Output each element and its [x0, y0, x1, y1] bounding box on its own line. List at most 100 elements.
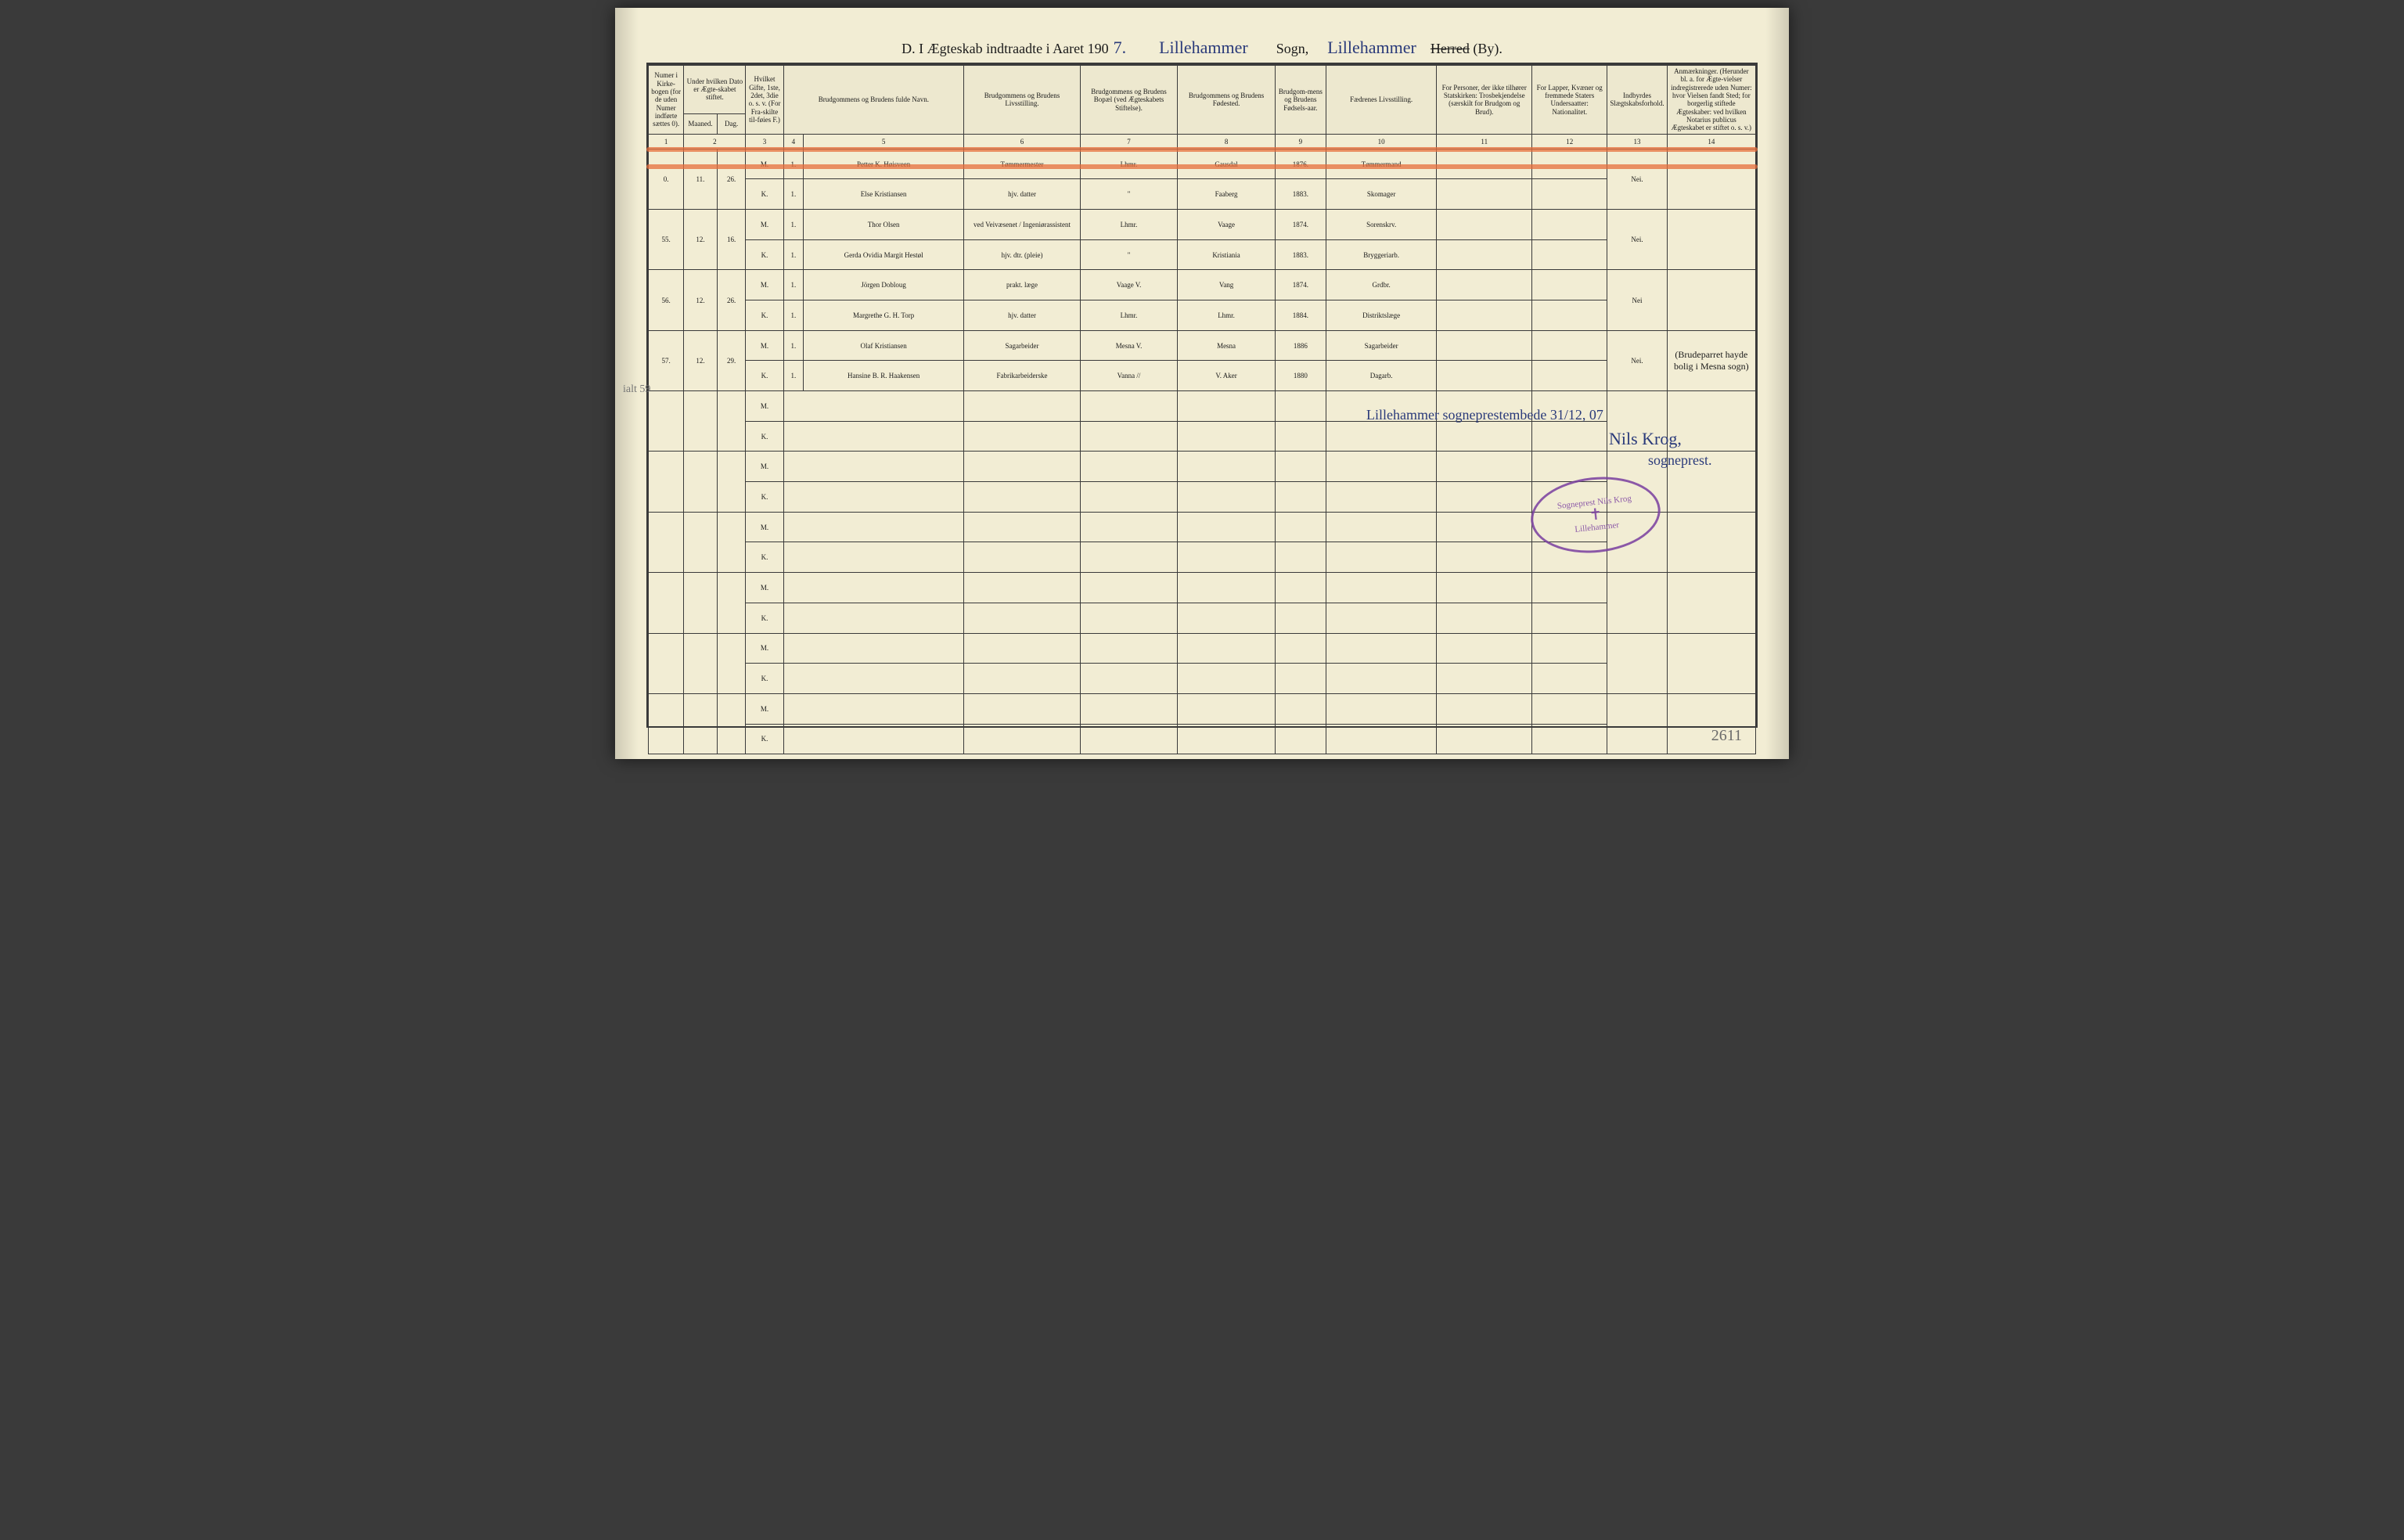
empty-row: K.: [649, 724, 1756, 754]
cell: [1667, 633, 1755, 693]
cell: hjv. datter: [964, 300, 1081, 331]
colnum: 5: [804, 134, 964, 149]
cell: [1326, 452, 1437, 482]
cell: [1080, 664, 1178, 694]
cell: Lhmr.: [1080, 210, 1178, 240]
col-2-group-header: Under hvilken Dato er Ægte-skabet stifte…: [684, 66, 746, 114]
cell: Vaage V.: [1080, 270, 1178, 300]
cell: [1667, 391, 1755, 452]
empty-row: M.: [649, 693, 1756, 724]
cell: Olaf Kristiansen: [804, 330, 964, 361]
mk-label: M.: [746, 330, 783, 361]
cell: 1880: [1275, 361, 1326, 391]
cell: [1532, 512, 1607, 542]
cell: [1178, 512, 1276, 542]
cell: [1532, 391, 1607, 422]
cell: [783, 724, 964, 754]
page-title: D. I Ægteskab indtraadte i Aaret 1907. L…: [615, 38, 1789, 58]
cell: [1080, 391, 1178, 422]
empty-row: M.: [649, 633, 1756, 664]
cell: [1178, 452, 1276, 482]
colnum: 10: [1326, 134, 1437, 149]
mk-label: M.: [746, 633, 783, 664]
paper-shadow-right: [1765, 8, 1789, 759]
cell: [649, 693, 684, 754]
entry-row-groom: 57. 12. 29. M. 1. Olaf Kristiansen Sagar…: [649, 330, 1756, 361]
cell: [1532, 149, 1607, 179]
cell: [1178, 693, 1276, 724]
cell: [1437, 693, 1532, 724]
cell: [649, 391, 684, 452]
cell: [1437, 633, 1532, 664]
col-9-header: Fædrenes Livsstilling.: [1326, 66, 1437, 135]
cell: Thor Olsen: [804, 210, 964, 240]
entry-day: 26.: [717, 149, 746, 209]
cell: [1326, 724, 1437, 754]
cell: [1326, 603, 1437, 633]
cell: [1607, 391, 1667, 452]
cell: hjv. dtr. (pleie): [964, 239, 1081, 270]
header-row: Numer i Kirke-bogen (for de uden Numer i…: [649, 66, 1756, 114]
cell: [717, 633, 746, 693]
mk-label: K.: [746, 239, 783, 270]
title-prefix: D. I Ægteskab indtraadte i Aaret 190: [902, 41, 1108, 56]
colnum: 1: [649, 134, 684, 149]
cell: [1178, 724, 1276, 754]
cell: [684, 452, 717, 512]
cell: [783, 391, 964, 422]
cell: [684, 633, 717, 693]
entry-month: 12.: [684, 270, 717, 330]
cell: Vang: [1178, 270, 1276, 300]
cell: [1080, 724, 1178, 754]
colnum: 3: [746, 134, 783, 149]
ledger-table: Numer i Kirke-bogen (for de uden Numer i…: [648, 65, 1756, 754]
cell: Mesna: [1178, 330, 1276, 361]
mk-label: M.: [746, 452, 783, 482]
empty-row: M.: [649, 512, 1756, 542]
cell: [1178, 603, 1276, 633]
cell: [783, 603, 964, 633]
cell: hjv. datter: [964, 179, 1081, 210]
col-6-header: Brudgommens og Brudens Bopæl (ved Ægtesk…: [1080, 66, 1178, 135]
cell: [1080, 482, 1178, 513]
entry-month: 12.: [684, 330, 717, 390]
cell: [1326, 664, 1437, 694]
cell: [1326, 512, 1437, 542]
remark-cell: (Brudeparret hayde bolig i Mesna sogn): [1667, 330, 1755, 390]
cell: [1080, 633, 1178, 664]
col-4-header: Brudgommens og Brudens fulde Navn.: [783, 66, 964, 135]
cell: [1080, 693, 1178, 724]
cell: [1532, 361, 1607, 391]
entry-row-bride: K. 1. Else Kristiansen hjv. datter " Faa…: [649, 179, 1756, 210]
cell: Kristiania: [1178, 239, 1276, 270]
cell: [1437, 724, 1532, 754]
cell: [649, 452, 684, 512]
cell: [1437, 391, 1532, 422]
empty-row: M.: [649, 391, 1756, 422]
cell: [1275, 693, 1326, 724]
by-label: (By).: [1473, 41, 1502, 56]
cell: Jörgen Dobloug: [804, 270, 964, 300]
cell: Vaage: [1178, 210, 1276, 240]
cell: [964, 664, 1081, 694]
cell: [1275, 603, 1326, 633]
cell: [1532, 239, 1607, 270]
cell: [1667, 512, 1755, 572]
cell: [1326, 482, 1437, 513]
table-head: Numer i Kirke-bogen (for de uden Numer i…: [649, 66, 1756, 149]
cell: [783, 633, 964, 664]
cell: [783, 573, 964, 603]
relationship-cell: Nei.: [1607, 149, 1667, 209]
cell: [1532, 693, 1607, 724]
cell: [1607, 633, 1667, 693]
cell: [1080, 603, 1178, 633]
col-12-header: Indbyrdes Slægtskabsforhold.: [1607, 66, 1667, 135]
cell: [1437, 573, 1532, 603]
cell: [649, 633, 684, 693]
cell: [1532, 330, 1607, 361]
district-name: Lillehammer: [1323, 38, 1416, 57]
cell: [1607, 452, 1667, 512]
title-year-suffix: 7.: [1109, 38, 1127, 57]
colnum: 2: [684, 134, 746, 149]
cell: [964, 421, 1081, 452]
